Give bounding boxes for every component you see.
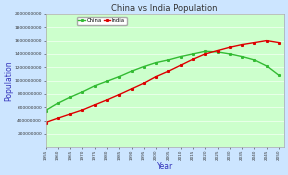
China (191, 53, 195, 55)
China (105, 80, 109, 82)
China (56, 102, 60, 104)
China (204, 50, 207, 52)
India (253, 41, 256, 44)
China (240, 55, 244, 58)
Legend: China, India: China, India (77, 17, 126, 25)
India (142, 82, 145, 84)
X-axis label: Year: Year (157, 162, 173, 171)
China (216, 51, 219, 53)
India (154, 75, 158, 78)
China (277, 74, 281, 76)
China (44, 110, 47, 112)
China (167, 59, 170, 61)
India (179, 64, 182, 66)
China (179, 55, 182, 58)
China (154, 62, 158, 64)
Title: China vs India Population: China vs India Population (111, 4, 218, 13)
India (240, 44, 244, 46)
India (130, 88, 133, 90)
Line: India: India (45, 40, 280, 123)
India (265, 40, 268, 42)
Line: China: China (45, 50, 280, 111)
China (142, 65, 145, 68)
China (130, 70, 133, 72)
China (228, 53, 232, 55)
China (81, 91, 84, 93)
India (228, 46, 232, 48)
China (68, 96, 72, 98)
India (277, 41, 281, 44)
China (265, 65, 268, 67)
Y-axis label: Population: Population (4, 60, 13, 101)
India (216, 50, 219, 52)
India (105, 99, 109, 101)
India (204, 53, 207, 55)
India (68, 113, 72, 115)
India (118, 93, 121, 96)
India (81, 109, 84, 111)
India (167, 70, 170, 72)
China (253, 59, 256, 61)
India (44, 121, 47, 124)
India (191, 58, 195, 60)
India (93, 104, 96, 106)
China (118, 75, 121, 78)
China (93, 85, 96, 87)
India (56, 117, 60, 119)
